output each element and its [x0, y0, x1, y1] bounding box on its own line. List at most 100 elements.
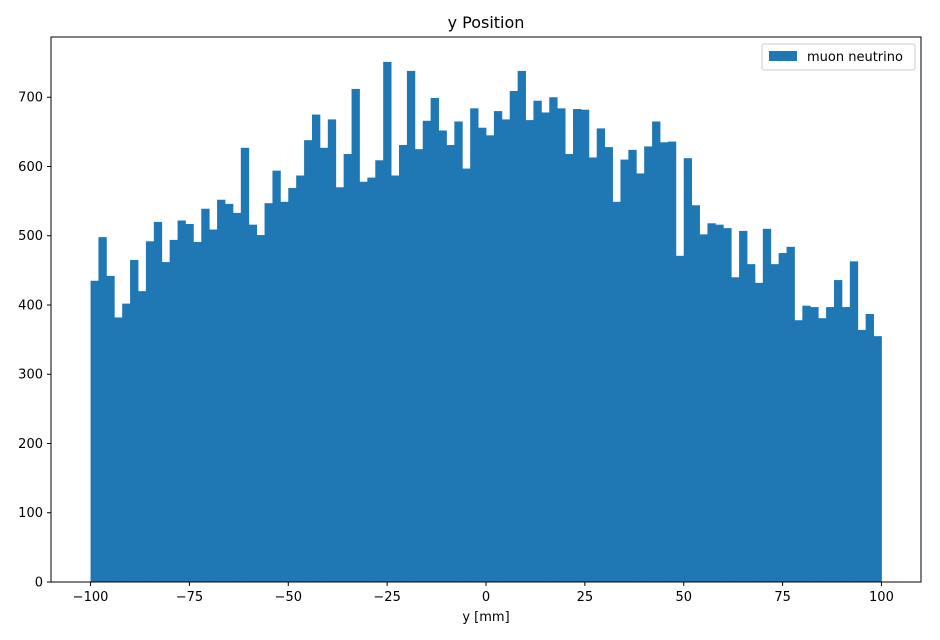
histogram-bar [802, 305, 811, 582]
histogram-bar [296, 175, 305, 582]
chart-title: y Position [448, 13, 525, 32]
y-axis-ticks: 0 100 200 300 400 500 600 700 [18, 91, 51, 591]
x-axis-label: y [mm] [462, 610, 509, 625]
histogram-bar [707, 223, 716, 582]
histogram-bar [430, 97, 439, 582]
histogram-bar [501, 119, 511, 582]
histogram-bar [683, 158, 693, 582]
histogram-bar [857, 329, 867, 582]
histogram-bar [161, 262, 171, 582]
histogram-bar [691, 205, 700, 582]
histogram-bar [185, 223, 194, 583]
histogram-bar [667, 141, 677, 582]
histogram-bar [367, 177, 376, 582]
x-tick-label: −100 [73, 590, 109, 605]
x-tick-label: −50 [275, 590, 302, 605]
histogram-bar [335, 187, 345, 582]
x-tick-label: 25 [577, 590, 594, 605]
histogram-bar [454, 121, 463, 583]
histogram-bar [138, 291, 147, 582]
legend-box [761, 43, 916, 71]
y-tick-label: 600 [18, 160, 43, 175]
histogram-bar [359, 181, 368, 583]
histogram-bar [327, 119, 337, 582]
histogram-bar [818, 318, 827, 582]
histogram-bar [122, 303, 131, 582]
histogram-bar [240, 147, 250, 583]
histogram-bar [636, 173, 645, 583]
histogram-bar [446, 145, 455, 582]
y-tick-label: 100 [18, 506, 43, 521]
histogram-bar [588, 157, 598, 582]
histogram-bar [549, 97, 558, 582]
histogram-bar [486, 135, 495, 582]
histogram-bar [470, 108, 479, 582]
histogram-bar [391, 175, 400, 582]
histogram-bar [715, 224, 724, 583]
histogram-bar [375, 160, 384, 582]
histogram-bar [177, 220, 186, 582]
histogram-bar [193, 241, 202, 583]
histogram-bar [114, 317, 123, 582]
histogram-bar [778, 253, 787, 582]
histogram-bar [517, 70, 526, 583]
histogram-bar [217, 199, 226, 583]
histogram-bar [754, 282, 764, 582]
x-axis-ticks: −100 −75 −50 −25 0 25 50 75 100 [73, 582, 894, 605]
histogram-bar [462, 168, 471, 582]
histogram-bar [422, 120, 432, 582]
histogram-bar [280, 201, 289, 582]
histogram-bar [810, 307, 819, 582]
histogram-bar [248, 224, 258, 583]
bars-group [90, 61, 882, 583]
y-tick-label: 0 [35, 576, 43, 591]
y-tick-label: 200 [18, 437, 43, 452]
histogram-bar [604, 147, 613, 583]
histogram-bar [739, 230, 748, 582]
legend-swatch [769, 51, 797, 61]
histogram-bar [533, 100, 542, 583]
histogram-bar [826, 307, 835, 582]
histogram-bar [865, 314, 874, 582]
histogram-bar [153, 221, 163, 582]
histogram-bar [343, 154, 352, 582]
histogram-bar [786, 246, 795, 582]
x-tick-label: 75 [774, 590, 791, 605]
histogram-bar [849, 261, 859, 582]
histogram-bar [406, 70, 416, 583]
histogram-bar [90, 280, 99, 582]
histogram-bar [312, 114, 321, 582]
histogram-bar [873, 336, 882, 582]
histogram-bar [130, 259, 139, 582]
histogram-bar [256, 235, 265, 582]
histogram-bar [628, 149, 637, 582]
y-tick-label: 300 [18, 368, 43, 383]
x-tick-label: −75 [176, 590, 203, 605]
histogram-bar [414, 149, 424, 582]
histogram-bar [573, 109, 582, 583]
histogram-bar [209, 229, 218, 582]
histogram-bar [145, 241, 155, 583]
histogram-bar [304, 140, 313, 582]
histogram-bar [351, 88, 360, 582]
x-tick-label: 100 [869, 590, 894, 605]
histogram-bar [232, 212, 242, 582]
histogram-bar [225, 203, 234, 582]
histogram-bar [557, 108, 566, 582]
histogram-bar [478, 127, 487, 582]
plot-frame [50, 36, 922, 583]
x-tick-label: 0 [482, 590, 490, 605]
histogram-bar [541, 112, 550, 582]
histogram-bar [644, 146, 653, 583]
histogram-bar [580, 109, 590, 583]
x-tick-label: −25 [373, 590, 400, 605]
y-tick-label: 700 [18, 91, 43, 106]
x-tick-label: 50 [675, 590, 692, 605]
histogram-bar [98, 237, 107, 582]
histogram-bar [731, 277, 740, 582]
histogram-bar [612, 201, 621, 582]
histogram-bar [438, 130, 447, 583]
histogram-bar [509, 91, 519, 583]
histogram-bar [770, 264, 780, 582]
